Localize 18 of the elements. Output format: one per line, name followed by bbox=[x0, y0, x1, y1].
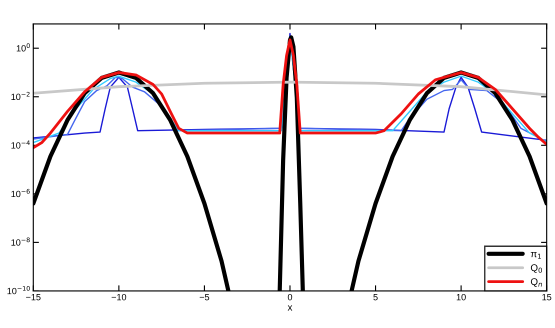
x-axis-title: x bbox=[288, 305, 292, 311]
y-tick-label: 10$^{−4}$ bbox=[11, 140, 30, 149]
x-tick-label: 5 bbox=[373, 294, 378, 300]
x-tick-label: 10 bbox=[456, 294, 466, 300]
y-tick-label: 10$^{−2}$ bbox=[11, 92, 30, 100]
y-tick-label: 10$^{−8}$ bbox=[11, 237, 30, 246]
line-series bbox=[33, 80, 547, 96]
x-tick-label: −5 bbox=[200, 294, 210, 300]
x-tick-label: −10 bbox=[112, 294, 126, 300]
y-tick-label: 10$^{−6}$ bbox=[11, 188, 30, 198]
x-tick-label: 0 bbox=[288, 294, 292, 300]
legend-label: Q$_{n}$ bbox=[530, 278, 542, 287]
x-tick-label: −15 bbox=[26, 294, 41, 300]
y-tick-label: 10$^{0}$ bbox=[16, 43, 30, 52]
legend-label: π$_{1}$ bbox=[530, 252, 541, 259]
x-tick-label: 15 bbox=[542, 294, 552, 300]
legend-label: Q$_{0}$ bbox=[530, 264, 542, 273]
y-tick-label: 10$^{−10}$ bbox=[7, 286, 30, 294]
